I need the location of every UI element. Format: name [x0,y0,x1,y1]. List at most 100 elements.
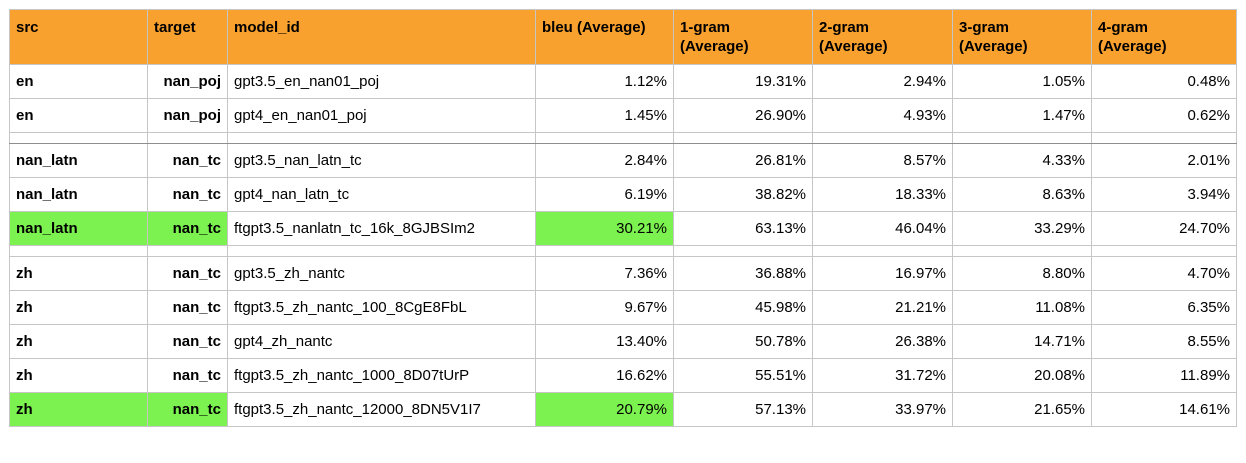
cell-target[interactable]: nan_poj [147,64,228,99]
header-4-gram[interactable]: 4-gram (Average) [1091,9,1237,65]
empty-cell[interactable] [227,245,536,257]
cell-bleu[interactable]: 1.45% [535,98,674,133]
cell-4-gram[interactable]: 4.70% [1091,256,1237,291]
empty-cell[interactable] [535,245,674,257]
cell-bleu[interactable]: 7.36% [535,256,674,291]
empty-cell[interactable] [147,132,228,144]
cell-model-id[interactable]: gpt3.5_nan_latn_tc [227,143,536,178]
cell-src[interactable]: en [9,64,148,99]
cell-4-gram[interactable]: 3.94% [1091,177,1237,212]
empty-cell[interactable] [673,245,813,257]
cell-3-gram[interactable]: 1.05% [952,64,1092,99]
cell-3-gram[interactable]: 11.08% [952,290,1092,325]
cell-1-gram[interactable]: 55.51% [673,358,813,393]
cell-4-gram[interactable]: 0.48% [1091,64,1237,99]
empty-cell[interactable] [952,132,1092,144]
cell-2-gram[interactable]: 4.93% [812,98,953,133]
cell-model-id[interactable]: ftgpt3.5_nanlatn_tc_16k_8GJBSIm2 [227,211,536,246]
cell-model-id[interactable]: gpt4_nan_latn_tc [227,177,536,212]
cell-src[interactable]: en [9,98,148,133]
cell-1-gram[interactable]: 45.98% [673,290,813,325]
cell-bleu[interactable]: 13.40% [535,324,674,359]
cell-target[interactable]: nan_tc [147,143,228,178]
cell-2-gram[interactable]: 46.04% [812,211,953,246]
cell-3-gram[interactable]: 8.63% [952,177,1092,212]
cell-2-gram[interactable]: 18.33% [812,177,953,212]
cell-bleu[interactable]: 20.79% [535,392,674,427]
cell-target[interactable]: nan_poj [147,98,228,133]
cell-2-gram[interactable]: 26.38% [812,324,953,359]
cell-2-gram[interactable]: 2.94% [812,64,953,99]
cell-2-gram[interactable]: 21.21% [812,290,953,325]
cell-3-gram[interactable]: 20.08% [952,358,1092,393]
cell-target[interactable]: nan_tc [147,324,228,359]
cell-src[interactable]: zh [9,358,148,393]
cell-src[interactable]: zh [9,324,148,359]
cell-1-gram[interactable]: 26.81% [673,143,813,178]
empty-cell[interactable] [1091,245,1237,257]
cell-4-gram[interactable]: 0.62% [1091,98,1237,133]
cell-model-id[interactable]: ftgpt3.5_zh_nantc_100_8CgE8FbL [227,290,536,325]
cell-2-gram[interactable]: 16.97% [812,256,953,291]
cell-model-id[interactable]: ftgpt3.5_zh_nantc_1000_8D07tUrP [227,358,536,393]
cell-src[interactable]: zh [9,392,148,427]
empty-cell[interactable] [9,245,148,257]
cell-3-gram[interactable]: 8.80% [952,256,1092,291]
cell-src[interactable]: nan_latn [9,177,148,212]
empty-cell[interactable] [673,132,813,144]
cell-src[interactable]: nan_latn [9,143,148,178]
cell-target[interactable]: nan_tc [147,177,228,212]
cell-bleu[interactable]: 9.67% [535,290,674,325]
cell-model-id[interactable]: gpt3.5_zh_nantc [227,256,536,291]
cell-src[interactable]: zh [9,290,148,325]
header-bleu[interactable]: bleu (Average) [535,9,674,65]
cell-target[interactable]: nan_tc [147,358,228,393]
cell-1-gram[interactable]: 19.31% [673,64,813,99]
header-src[interactable]: src [9,9,148,65]
cell-model-id[interactable]: gpt4_zh_nantc [227,324,536,359]
cell-1-gram[interactable]: 57.13% [673,392,813,427]
cell-3-gram[interactable]: 1.47% [952,98,1092,133]
cell-2-gram[interactable]: 8.57% [812,143,953,178]
cell-3-gram[interactable]: 14.71% [952,324,1092,359]
cell-target[interactable]: nan_tc [147,392,228,427]
cell-src[interactable]: nan_latn [9,211,148,246]
header-target[interactable]: target [147,9,228,65]
header-model-id[interactable]: model_id [227,9,536,65]
cell-1-gram[interactable]: 38.82% [673,177,813,212]
cell-2-gram[interactable]: 33.97% [812,392,953,427]
empty-cell[interactable] [147,245,228,257]
cell-model-id[interactable]: gpt3.5_en_nan01_poj [227,64,536,99]
cell-1-gram[interactable]: 36.88% [673,256,813,291]
empty-cell[interactable] [812,245,953,257]
cell-2-gram[interactable]: 31.72% [812,358,953,393]
cell-4-gram[interactable]: 6.35% [1091,290,1237,325]
empty-cell[interactable] [9,132,148,144]
cell-target[interactable]: nan_tc [147,290,228,325]
header-1-gram[interactable]: 1-gram (Average) [673,9,813,65]
cell-bleu[interactable]: 16.62% [535,358,674,393]
cell-1-gram[interactable]: 63.13% [673,211,813,246]
cell-1-gram[interactable]: 26.90% [673,98,813,133]
cell-4-gram[interactable]: 2.01% [1091,143,1237,178]
cell-model-id[interactable]: gpt4_en_nan01_poj [227,98,536,133]
cell-3-gram[interactable]: 21.65% [952,392,1092,427]
cell-bleu[interactable]: 2.84% [535,143,674,178]
empty-cell[interactable] [1091,132,1237,144]
cell-src[interactable]: zh [9,256,148,291]
cell-model-id[interactable]: ftgpt3.5_zh_nantc_12000_8DN5V1I7 [227,392,536,427]
empty-cell[interactable] [227,132,536,144]
header-3-gram[interactable]: 3-gram (Average) [952,9,1092,65]
cell-4-gram[interactable]: 11.89% [1091,358,1237,393]
cell-4-gram[interactable]: 14.61% [1091,392,1237,427]
cell-3-gram[interactable]: 4.33% [952,143,1092,178]
cell-bleu[interactable]: 1.12% [535,64,674,99]
header-2-gram[interactable]: 2-gram (Average) [812,9,953,65]
cell-target[interactable]: nan_tc [147,211,228,246]
cell-4-gram[interactable]: 8.55% [1091,324,1237,359]
cell-target[interactable]: nan_tc [147,256,228,291]
cell-bleu[interactable]: 6.19% [535,177,674,212]
empty-cell[interactable] [952,245,1092,257]
cell-4-gram[interactable]: 24.70% [1091,211,1237,246]
empty-cell[interactable] [812,132,953,144]
